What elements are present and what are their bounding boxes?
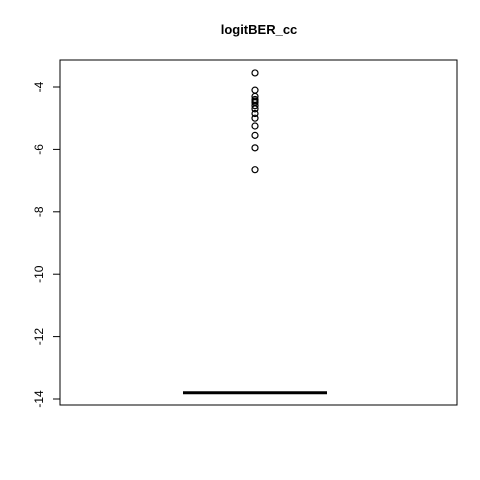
outlier-point [251, 131, 259, 139]
y-tick-label: -8 [32, 206, 46, 217]
outlier-point [251, 166, 259, 174]
outlier-point [251, 114, 259, 122]
y-tick-label: -10 [32, 265, 46, 283]
outlier-point [251, 105, 259, 113]
outlier-point [251, 86, 259, 94]
chart-title: logitBER_cc [221, 22, 298, 37]
y-tick-label: -4 [32, 81, 46, 92]
y-axis: -4 -6 -8 -10 -12 -14 [32, 81, 60, 408]
outlier-point [251, 102, 259, 110]
y-tick-label: -12 [32, 328, 46, 346]
outlier-point [251, 122, 259, 130]
outlier-point [251, 144, 259, 152]
outliers [251, 69, 259, 174]
outlier-point [251, 69, 259, 77]
y-tick-label: -14 [32, 390, 46, 408]
y-tick-label: -6 [32, 144, 46, 155]
outlier-point [251, 109, 259, 118]
plot-frame [59, 59, 458, 406]
